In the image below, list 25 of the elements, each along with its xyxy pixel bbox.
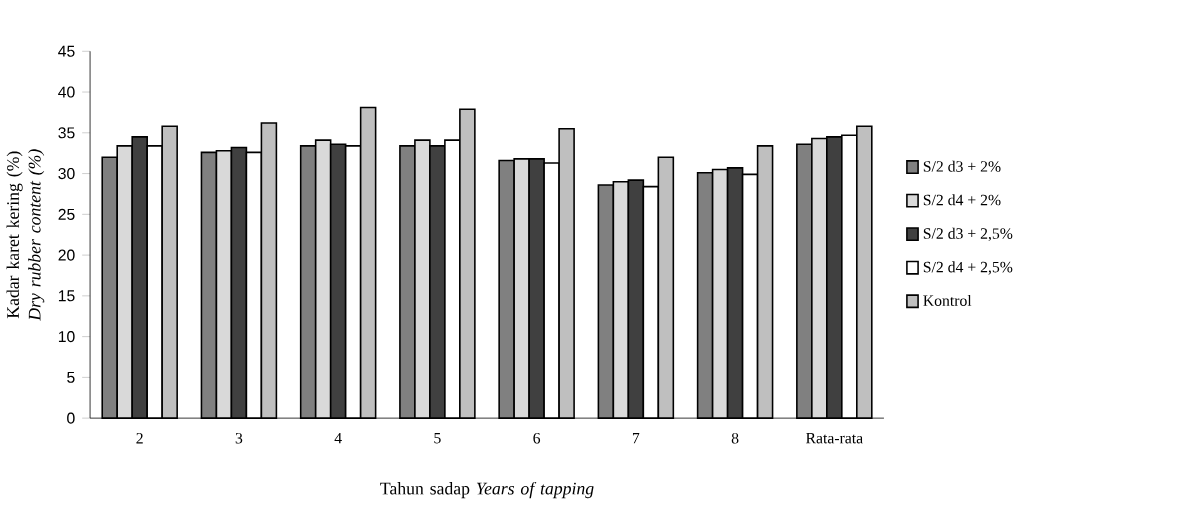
y-tick-label: 0 (67, 412, 75, 424)
x-tick-label: 5 (434, 433, 441, 444)
y-tick-label: 5 (67, 371, 75, 383)
legend-label: Kontrol (923, 294, 972, 307)
legend-label: S/2 d3 + 2% (923, 160, 1001, 172)
y-tick-label: 45 (58, 45, 75, 57)
y-tick-label: 25 (58, 208, 75, 220)
x-tick-label: 2 (136, 433, 143, 444)
y-axis-title: Kadar karet kering (%) Dry rubber content (%) (6, 149, 45, 321)
x-tick-label: 8 (731, 433, 739, 444)
y-tick-label: 20 (58, 249, 75, 261)
legend-label: S/2 d4 + 2% (923, 194, 1001, 206)
x-tick-label: 3 (235, 433, 243, 444)
y-tick-label: 10 (58, 331, 75, 343)
y-tick-label: 30 (58, 168, 75, 180)
y-tick-label: 40 (58, 86, 75, 98)
x-tick-label: 4 (334, 433, 342, 444)
x-tick-label: 7 (632, 433, 640, 444)
x-tick-label: 6 (533, 433, 541, 444)
y-tick-label: 35 (58, 127, 75, 139)
legend-label: S/2 d4 + 2,5% (923, 261, 1013, 275)
y-tick-label: 15 (58, 290, 75, 302)
x-tick-label: Rata-rata (805, 433, 863, 444)
legend-label: S/2 d3 + 2,5% (923, 227, 1013, 242)
x-axis-title: Tahun sadap Years of tapping (380, 482, 594, 499)
